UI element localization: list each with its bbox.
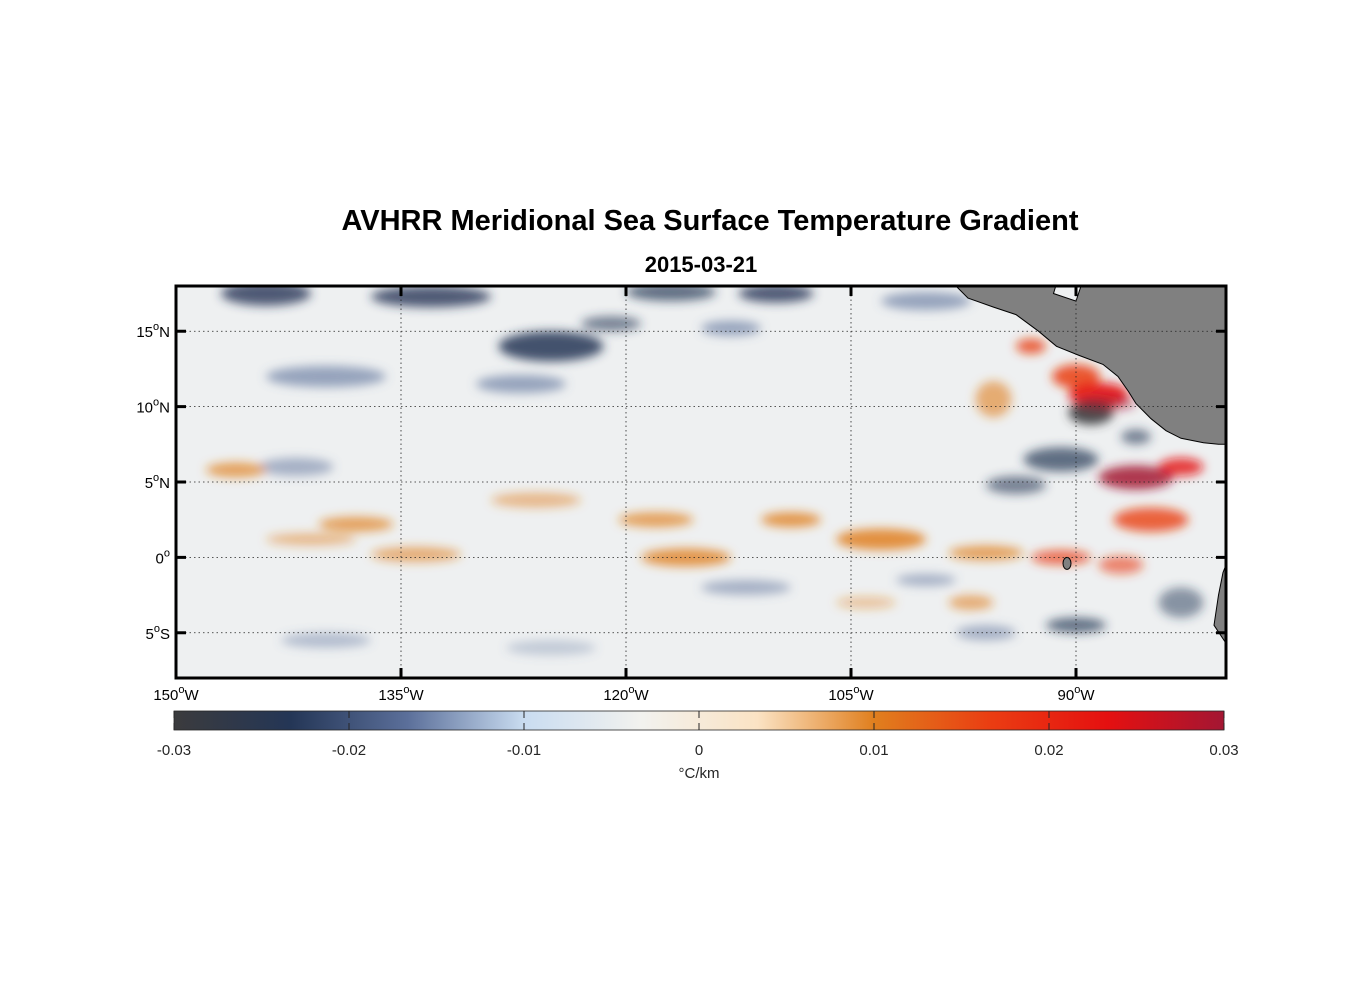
lon-label: 105oW [828, 684, 874, 704]
colorbar-tick-label: 0.01 [859, 742, 888, 759]
field-feature [975, 381, 1012, 418]
latitude-labels: 15oN 10oN 5oN 0o 5oS [136, 321, 170, 643]
field-feature [206, 462, 266, 478]
lat-label: 10oN [136, 397, 170, 417]
field-feature [881, 292, 971, 311]
field-feature [761, 512, 821, 528]
field-feature [948, 545, 1024, 561]
colorbar-tick-label: 0.02 [1034, 742, 1063, 759]
field-feature [266, 365, 386, 388]
field-feature [701, 580, 791, 595]
field-feature [371, 546, 461, 562]
field-feature [1023, 447, 1099, 472]
field-feature [371, 286, 491, 308]
land-galapagos [1062, 556, 1072, 570]
field-feature [506, 640, 596, 656]
ocean-background [176, 286, 1226, 678]
field-feature [1098, 465, 1174, 490]
map-subtitle: 2015-03-21 [644, 252, 758, 277]
field-feature [948, 595, 994, 611]
lat-label: 5oS [146, 623, 170, 643]
lon-label: 120oW [603, 684, 649, 704]
lon-label: 150oW [153, 684, 199, 704]
field-feature [1158, 457, 1204, 476]
field-feature [986, 476, 1046, 494]
lat-label: 15oN [136, 321, 170, 341]
field-feature [221, 286, 311, 306]
field-feature [281, 632, 371, 648]
lat-label: 0o [156, 547, 170, 567]
field-feature [1046, 617, 1106, 633]
colorbar-tick-label: 0.03 [1209, 742, 1238, 759]
field-feature [896, 574, 956, 586]
longitude-labels: 150oW 135oW 120oW 105oW 90oW [153, 684, 1095, 704]
colorbar-tick-label: -0.02 [332, 742, 366, 759]
field-feature [1113, 507, 1189, 532]
field-feature [738, 286, 814, 303]
colorbar-tick-label: -0.03 [157, 742, 191, 759]
field-feature [618, 512, 694, 528]
field-feature [701, 320, 761, 336]
land-south-america [1213, 564, 1226, 678]
field-feature [836, 528, 926, 550]
field-feature [1076, 396, 1136, 412]
lon-label: 90oW [1058, 684, 1096, 704]
field-feature [1121, 429, 1151, 445]
lon-label: 135oW [378, 684, 424, 704]
field-feature [266, 533, 356, 546]
field-feature [498, 331, 604, 362]
field-feature [1158, 587, 1204, 618]
colorbar-ticks: -0.03 -0.02 -0.01 0 0.01 0.02 0.03 [157, 711, 1239, 759]
field-feature [1098, 555, 1144, 574]
map-ticks [174, 286, 1226, 678]
map-title: AVHRR Meridional Sea Surface Temperature… [341, 205, 1079, 237]
field-feature [476, 375, 566, 393]
field-feature [581, 316, 641, 332]
field-feature [318, 516, 394, 532]
colorbar-tick-label: 0 [695, 742, 703, 759]
map-panel [176, 286, 1226, 678]
field-feature [836, 596, 896, 609]
field-feature [626, 286, 716, 301]
field-feature [258, 457, 334, 476]
lat-label: 5oN [145, 472, 170, 492]
colorbar-unit: °C/km [679, 765, 720, 782]
field-feature [491, 492, 581, 508]
colorbar-tick-label: -0.01 [507, 742, 541, 759]
field-feature [1016, 338, 1046, 354]
